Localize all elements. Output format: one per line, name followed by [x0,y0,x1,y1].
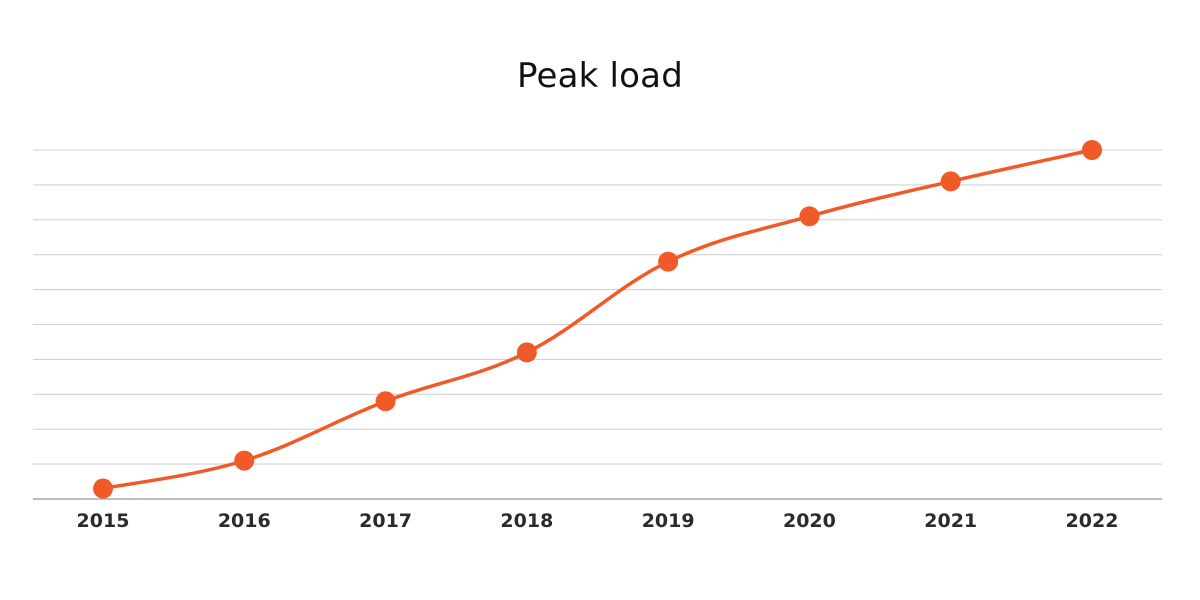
x-tick-label: 2021 [924,510,977,532]
data-point [234,450,255,471]
x-tick-label: 2015 [77,510,130,532]
grid-lines [33,149,1162,500]
data-point [1082,140,1102,160]
data-point [799,206,820,227]
data-points [93,140,1102,499]
data-point [658,251,679,272]
data-point [940,171,961,192]
x-axis-ticks: 2015 2016 2017 2018 2019 2020 2021 2022 [77,510,1119,532]
series-lines [101,148,1094,491]
data-point [516,342,537,363]
x-tick-label: 2016 [218,510,271,532]
x-tick-label: 2022 [1066,510,1119,532]
x-tick-label: 2018 [500,510,553,532]
x-tick-label: 2020 [783,510,836,532]
series-line [101,148,1094,491]
x-tick-label: 2019 [642,510,695,532]
chart-title: Peak load [516,56,683,96]
x-tick-label: 2017 [359,510,412,532]
data-point [375,391,396,412]
data-point [93,478,113,499]
